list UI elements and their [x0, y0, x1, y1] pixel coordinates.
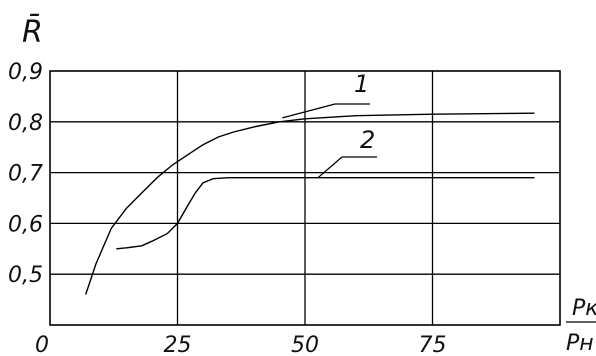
- x-tick-label: 75: [419, 333, 447, 356]
- series-2-line: [116, 177, 535, 250]
- series-1-leader: [282, 103, 336, 119]
- x-tick-label: 50: [291, 333, 319, 356]
- y-tick-label: 0,8: [8, 111, 43, 136]
- series-layer: 12: [85, 70, 535, 295]
- series-2-label: 2: [360, 126, 375, 154]
- x-tick-label: 0: [35, 333, 49, 356]
- y-tick-label: 0,5: [8, 263, 43, 288]
- series-2-leader: [317, 156, 343, 179]
- y-tick-label: 0,7: [8, 162, 43, 187]
- y-tick-label: 0,9: [8, 60, 43, 85]
- x-tick-label: 25: [164, 333, 192, 356]
- grid: [50, 71, 560, 325]
- y-axis-label: R̄: [22, 14, 43, 50]
- y-tick-label: 0,6: [8, 212, 43, 237]
- plot-frame: [49, 70, 561, 326]
- x-axis-label-numerator: Pк: [572, 296, 596, 321]
- series-1-label: 1: [354, 70, 369, 98]
- tick-labels: 0,9 0,8 0,7 0,6 0,5 0 25 50 75: [8, 60, 447, 356]
- x-axis-label-denominator: Pн: [566, 331, 594, 356]
- series-1-line: [85, 112, 535, 295]
